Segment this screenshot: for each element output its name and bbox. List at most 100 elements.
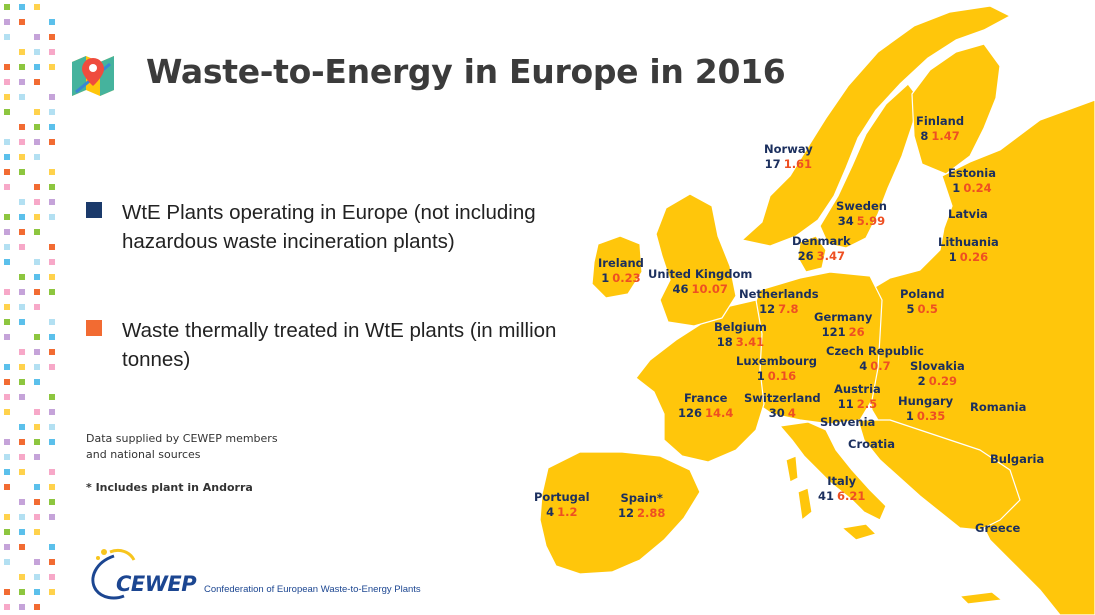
decorative-dot	[4, 64, 10, 70]
country-name: Germany	[814, 310, 873, 324]
decorative-dot	[4, 379, 10, 385]
tonnes-value: 0.24	[963, 181, 992, 195]
logo-wordmark: CEWEP	[116, 572, 197, 596]
country-label-croatia: Croatia	[848, 437, 895, 452]
andorra-note: * Includes plant in Andorra	[86, 481, 253, 494]
decorative-dot	[34, 454, 40, 460]
legend-label-tonnes: Waste thermally treated in WtE plants (i…	[122, 319, 557, 371]
decorative-dot	[19, 169, 25, 175]
country-label-poland: Poland 5 0.5	[900, 287, 944, 317]
decorative-dot	[34, 349, 40, 355]
decorative-dot	[49, 139, 55, 145]
country-name: Netherlands	[739, 287, 819, 301]
plant-count: 1	[601, 271, 610, 285]
decorative-dot	[34, 289, 40, 295]
country-name: Italy	[827, 474, 857, 488]
country-name: Poland	[900, 287, 945, 301]
country-label-austria: Austria 11 2.5	[834, 382, 881, 412]
decorative-dot	[19, 154, 25, 160]
country-name: Ireland	[598, 256, 644, 270]
decorative-dot	[49, 259, 55, 265]
decorative-dot	[49, 514, 55, 520]
decorative-dot	[4, 19, 10, 25]
decorative-dot	[4, 214, 10, 220]
balkans-shape	[857, 419, 1021, 531]
source-note: Data supplied by CEWEP members and natio…	[86, 432, 278, 461]
decorative-dot	[4, 559, 10, 565]
decorative-dot	[19, 304, 25, 310]
decorative-dot	[34, 229, 40, 235]
tonnes-value: 3.41	[735, 335, 765, 349]
decorative-dot	[19, 514, 25, 520]
decorative-dot	[19, 574, 25, 580]
norway-shape	[741, 5, 1011, 247]
decorative-dot	[19, 379, 25, 385]
decorative-dot	[49, 184, 55, 190]
decorative-dot	[4, 439, 10, 445]
tonnes-value: 6.21	[837, 489, 866, 503]
tonnes-value: 10.07	[691, 282, 728, 296]
country-name: Czech Republic	[826, 344, 924, 358]
decorative-dot	[34, 274, 40, 280]
decorative-dot	[4, 4, 10, 10]
plant-count: 46	[672, 282, 689, 296]
decorative-dot	[4, 109, 10, 115]
decorative-dot	[4, 34, 10, 40]
decorative-dot	[49, 334, 55, 340]
decorative-dot	[34, 439, 40, 445]
decorative-dot	[49, 49, 55, 55]
decorative-dot	[34, 124, 40, 130]
country-name: Romania	[970, 400, 1027, 414]
country-label-italy: Italy 41 6.21	[818, 474, 865, 504]
legend-item-plants: WtE Plants operating in Europe (not incl…	[86, 198, 562, 256]
decorative-dot	[34, 304, 40, 310]
decorative-dot	[19, 544, 25, 550]
decorative-dot	[49, 19, 55, 25]
decorative-dot	[19, 94, 25, 100]
tonnes-value: 5.99	[856, 214, 886, 228]
iberia-shape	[539, 451, 701, 575]
decorative-dot	[4, 139, 10, 145]
decorative-dot	[49, 124, 55, 130]
tonnes-value: 14.4	[705, 406, 734, 420]
country-name: Slovenia	[820, 415, 876, 429]
corsica-shape	[785, 455, 799, 483]
decorative-dot	[49, 169, 55, 175]
decorative-dot	[49, 349, 55, 355]
decorative-dot	[49, 244, 55, 250]
decorative-dot	[4, 229, 10, 235]
decorative-dot	[49, 274, 55, 280]
decorative-dot	[34, 139, 40, 145]
country-name: Finland	[916, 114, 965, 128]
decorative-dot	[19, 454, 25, 460]
decorative-dot	[34, 184, 40, 190]
decorative-dot	[19, 469, 25, 475]
country-label-netherlands: Netherlands 12 7.8	[739, 287, 819, 317]
tonnes-value: 0.29	[928, 374, 958, 388]
logo-tagline: Confederation of European Waste-to-Energ…	[204, 584, 421, 595]
country-label-romania: Romania	[970, 400, 1026, 415]
country-name: Switzerland	[744, 391, 821, 405]
tonnes-value: 26	[848, 325, 865, 339]
decorative-dot	[19, 424, 25, 430]
plant-count: 121	[821, 325, 846, 339]
decorative-dot	[49, 394, 55, 400]
decorative-dot	[4, 484, 10, 490]
decorative-dot	[4, 604, 10, 610]
country-name: Norway	[764, 142, 813, 156]
country-name: Sweden	[836, 199, 887, 213]
decorative-dot	[34, 364, 40, 370]
sicily-shape	[841, 523, 877, 541]
cewep-logo-icon	[91, 548, 136, 600]
country-name: Croatia	[848, 437, 895, 451]
decorative-dot	[34, 514, 40, 520]
country-label-latvia: Latvia	[948, 207, 988, 222]
country-label-hungary: Hungary 1 0.35	[898, 394, 953, 424]
decorative-dot	[19, 499, 25, 505]
plant-count: 5	[906, 302, 915, 316]
plant-count: 34	[837, 214, 854, 228]
decorative-dot	[49, 499, 55, 505]
decorative-dot	[49, 469, 55, 475]
decorative-dot	[4, 469, 10, 475]
decorative-dot	[19, 19, 25, 25]
